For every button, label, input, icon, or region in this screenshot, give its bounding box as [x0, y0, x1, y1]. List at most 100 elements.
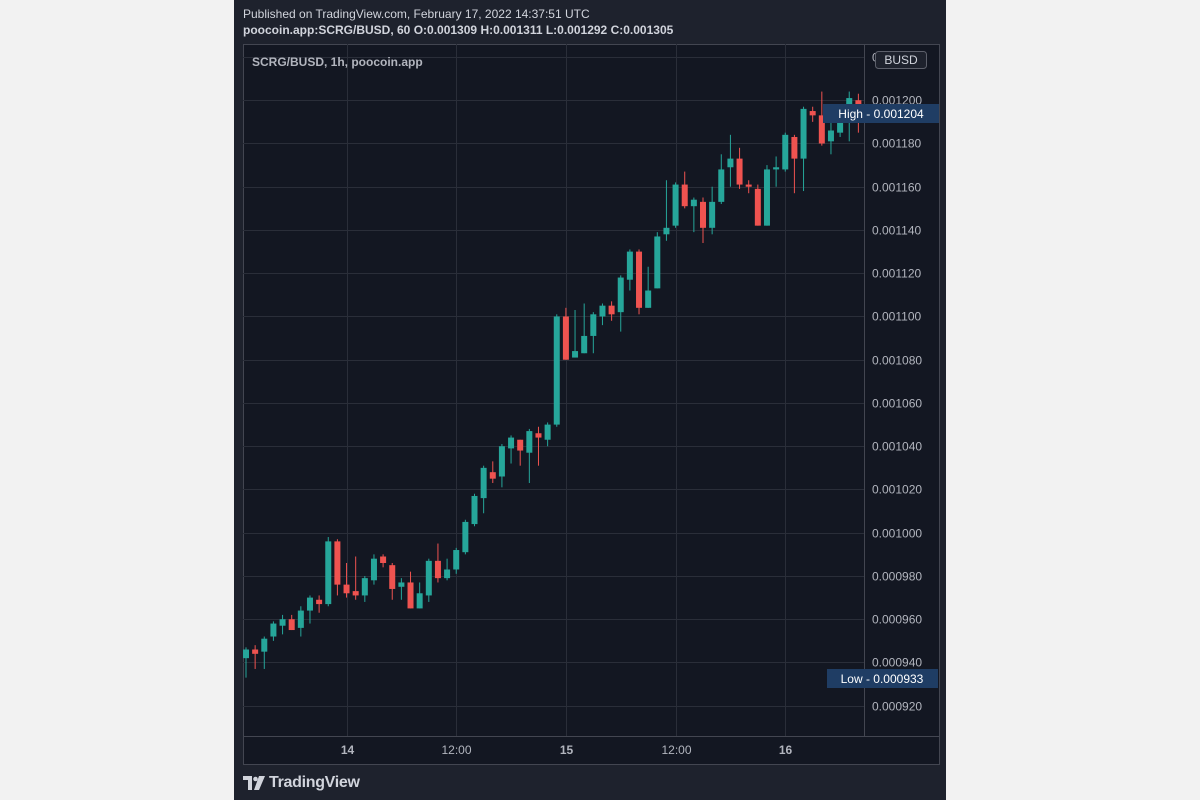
- candle-up: [425, 558, 432, 602]
- candle-up: [645, 266, 652, 308]
- candle-body: [297, 610, 304, 628]
- candle-down: [736, 147, 743, 189]
- candle-body: [581, 335, 588, 354]
- grid-horizontal: [243, 57, 864, 707]
- candle-body: [252, 649, 259, 654]
- candle-up: [544, 422, 551, 447]
- low-marker: [827, 669, 938, 688]
- candle-body: [508, 437, 515, 449]
- candle-body: [572, 351, 579, 358]
- candle-down: [608, 301, 615, 321]
- candle-body: [773, 167, 780, 170]
- candle-body: [681, 184, 688, 207]
- candle-up: [261, 636, 268, 669]
- candle-down: [352, 556, 359, 600]
- candle-body: [517, 439, 524, 451]
- candle-up: [654, 232, 661, 289]
- candle-up: [782, 132, 789, 172]
- candle-body: [279, 619, 286, 626]
- price-tick-label: 0.001180: [872, 137, 921, 151]
- candle-up: [763, 165, 770, 226]
- candle-up: [617, 275, 624, 332]
- candle-body: [818, 115, 825, 144]
- candle-up: [444, 558, 451, 581]
- close-value: 0.001305: [623, 23, 674, 37]
- candle-up: [599, 303, 606, 326]
- time-axis-ticks: 14 12:00 15 12:00 16: [341, 743, 793, 757]
- candle-down: [389, 563, 396, 600]
- candle-body: [343, 584, 350, 594]
- candle-body: [590, 314, 597, 336]
- candle-down: [489, 461, 496, 483]
- candle-body: [800, 108, 807, 159]
- currency-badge[interactable]: [875, 51, 927, 69]
- price-tick-label: 0.000980: [872, 570, 922, 584]
- candle-up: [800, 106, 807, 192]
- low-value: 0.001292: [557, 23, 608, 37]
- brand-name: TradingView: [269, 774, 360, 791]
- candle-up: [462, 519, 469, 555]
- candle-up: [773, 156, 780, 187]
- time-tick-label: 12:00: [441, 743, 471, 757]
- currency-badge-label: BUSD: [884, 53, 918, 67]
- tradingview-logo-icon: [243, 776, 265, 790]
- candle-up: [727, 134, 734, 187]
- time-tick-label: 14: [341, 743, 355, 757]
- candle-down: [380, 554, 387, 568]
- candle-body: [489, 472, 496, 479]
- candle-body: [745, 184, 752, 187]
- candle-body: [444, 569, 451, 579]
- candle-body: [498, 446, 505, 477]
- candle-body: [672, 184, 679, 226]
- chart-legend: SCRG/BUSD, 1h, poocoin.app: [252, 55, 423, 69]
- candle-body: [471, 495, 478, 525]
- candle-body: [425, 560, 432, 596]
- symbol-info: poocoin.app:SCRG/BUSD, 60: [243, 23, 411, 37]
- tradingview-brand[interactable]: TradingView: [243, 773, 360, 793]
- price-tick-label: 0.000960: [872, 613, 922, 627]
- candle-body: [407, 582, 414, 609]
- candle-down: [334, 539, 341, 596]
- price-tick-label: 0.001100: [872, 310, 921, 324]
- candle-body: [398, 582, 405, 587]
- candle-up: [690, 197, 697, 233]
- candle-down: [316, 595, 323, 613]
- candle-down: [636, 249, 643, 315]
- candles[interactable]: [243, 91, 862, 678]
- price-tick-label: 0.001000: [872, 527, 922, 541]
- candle-body: [827, 130, 834, 142]
- candle-down: [809, 106, 816, 122]
- candle-body: [700, 201, 706, 228]
- candle-body: [553, 316, 560, 425]
- candle-body: [535, 433, 542, 438]
- price-tick-label: 0.001160: [872, 181, 921, 195]
- candle-up: [325, 537, 332, 607]
- candle-up: [361, 575, 368, 602]
- price-tick-label: 0.000920: [872, 700, 922, 714]
- candle-down: [562, 307, 569, 360]
- candle-down: [434, 543, 441, 583]
- low-marker-label: Low - 0.000933: [841, 672, 924, 686]
- published-line: Published on TradingView.com, February 1…: [243, 7, 590, 21]
- price-tick-label: 0.001120: [872, 267, 921, 281]
- candle-body: [599, 305, 606, 317]
- candle-up: [398, 578, 405, 600]
- price-tick-label: 0.001060: [872, 397, 922, 411]
- candle-up: [297, 606, 304, 637]
- candle-up: [663, 180, 670, 241]
- open-label: O:: [413, 23, 428, 37]
- time-tick-label: 16: [779, 743, 793, 757]
- candle-down: [754, 184, 761, 226]
- candle-down: [700, 197, 706, 243]
- candle-body: [453, 550, 460, 570]
- candle-body: [316, 599, 323, 605]
- candle-body: [261, 638, 268, 652]
- time-tick-label: 15: [560, 743, 574, 757]
- candle-up: [508, 435, 515, 464]
- candle-down: [252, 645, 259, 669]
- candle-up: [480, 465, 487, 514]
- high-value: 0.001311: [493, 23, 543, 37]
- candle-body: [690, 199, 697, 207]
- candle-body: [617, 277, 624, 313]
